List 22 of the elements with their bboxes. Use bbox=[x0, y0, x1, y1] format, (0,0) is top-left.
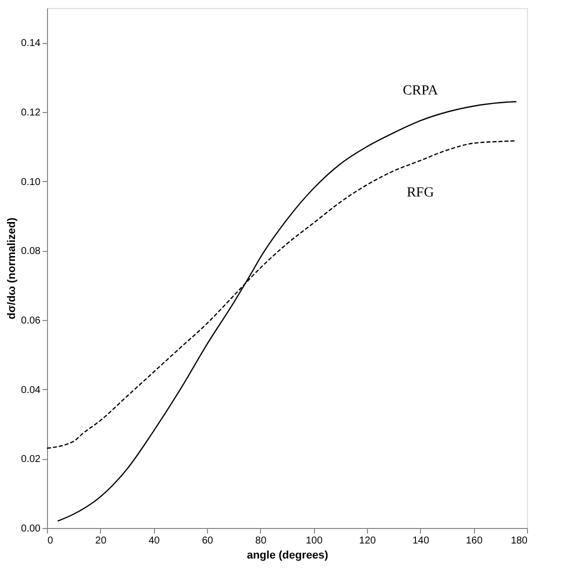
y-tick-label: 0.06 bbox=[21, 316, 41, 326]
y-axis-title: dσ/dω (normalized) bbox=[6, 217, 18, 320]
x-axis-title: angle (degrees) bbox=[246, 550, 328, 562]
x-tick-label: 80 bbox=[255, 536, 267, 546]
x-tick-label: 100 bbox=[306, 536, 323, 546]
x-tick-label: 120 bbox=[359, 536, 376, 546]
x-tick-label: 0 bbox=[48, 536, 54, 546]
y-tick-label: 0.00 bbox=[21, 524, 41, 534]
x-tick-label: 20 bbox=[95, 536, 107, 546]
y-tick-label: 0.02 bbox=[21, 454, 41, 466]
y-tick-label: 0.12 bbox=[21, 108, 41, 118]
y-tick-label: 0.04 bbox=[21, 384, 41, 396]
x-tick-label: 60 bbox=[202, 536, 214, 546]
x-tick-label: 140 bbox=[412, 536, 430, 546]
x-tick-label: 40 bbox=[148, 536, 160, 546]
y-tick-label: 0.10 bbox=[21, 176, 41, 188]
y-tick-label: 0.14 bbox=[21, 38, 41, 50]
series-label: RFG bbox=[406, 186, 434, 201]
x-tick-label: 160 bbox=[466, 536, 483, 546]
y-tick-label: 0.08 bbox=[21, 246, 41, 258]
series-label: CRPA bbox=[402, 84, 439, 99]
x-tick-label: 180 bbox=[510, 536, 528, 546]
